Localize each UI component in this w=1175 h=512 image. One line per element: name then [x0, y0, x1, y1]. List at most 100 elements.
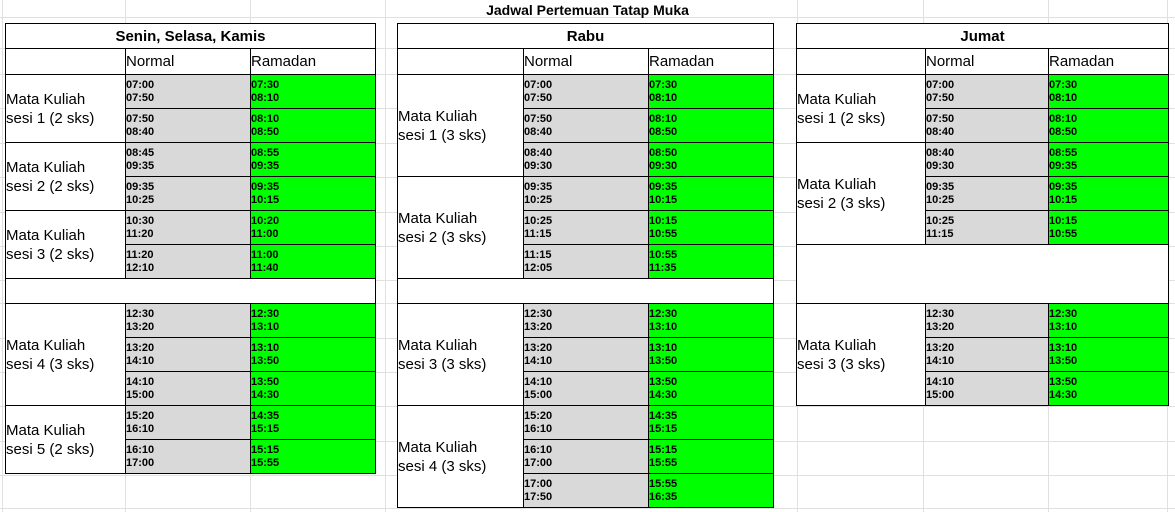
time-slot-row: 08:40 09:30 08:50 09:30 — [398, 142, 775, 177]
normal-time-cell: 12:30 13:20 — [523, 303, 649, 338]
time-slot-row: 16:10 17:00 15:15 15:55 — [6, 439, 376, 474]
time-slot-row: 07:50 08:40 08:10 08:50 — [398, 108, 775, 143]
ramadan-time-cell: 12:30 13:10 — [647, 303, 775, 338]
break-cell — [796, 244, 1169, 304]
time-slot-row: 13:20 14:10 13:10 13:50 — [797, 337, 1169, 372]
ramadan-time-cell: 15:55 16:35 — [647, 473, 775, 508]
session-label-cell: Mata Kuliah sesi 3 (2 sks) — [5, 210, 126, 279]
session-label-cell: Mata Kuliah sesi 1 (2 sks) — [5, 74, 126, 143]
corner-cell — [5, 48, 126, 75]
column-header-row: Normal Ramadan — [5, 48, 376, 75]
gridline-vertical — [2, 0, 3, 512]
normal-time-cell: 17:00 17:50 — [523, 473, 649, 508]
column-header-ramadan: Ramadan — [250, 48, 376, 75]
corner-cell — [796, 48, 926, 75]
session-label-cell: Mata Kuliah sesi 3 (3 sks) — [397, 303, 524, 406]
ramadan-time-cell: 12:30 13:10 — [250, 303, 376, 338]
normal-time-cell: 07:00 07:50 — [523, 74, 649, 109]
session-label-cell: Mata Kuliah sesi 2 (2 sks) — [5, 142, 126, 211]
schedule-table-senin-selasa-kamis: Senin, Selasa, Kamis Normal Ramadan Mata Ku… — [5, 23, 376, 474]
session-label-cell: Mata Kuliah sesi 1 (3 sks) — [397, 74, 524, 177]
session-label-cell: Mata Kuliah sesi 5 (2 sks) — [5, 405, 126, 474]
normal-time-cell: 14:10 15:00 — [925, 371, 1049, 406]
normal-time-cell: 13:20 14:10 — [523, 337, 649, 372]
ramadan-time-cell: 08:55 09:35 — [250, 142, 376, 177]
ramadan-time-cell: 13:10 13:50 — [647, 337, 775, 372]
ramadan-time-cell: 12:30 13:10 — [1048, 303, 1169, 338]
column-header-normal: Normal — [125, 48, 251, 75]
ramadan-time-cell: 09:35 10:15 — [250, 176, 376, 211]
normal-time-cell: 07:50 08:40 — [125, 108, 251, 143]
normal-time-cell: 07:50 08:40 — [523, 108, 649, 143]
session-label-cell: Mata Kuliah sesi 2 (3 sks) — [796, 142, 926, 245]
ramadan-time-cell: 08:10 08:50 — [250, 108, 376, 143]
ramadan-time-cell: 13:10 13:50 — [1048, 337, 1169, 372]
page-title: Jadwal Pertemuan Tatap Muka — [486, 2, 689, 18]
time-slot-row: Mata Kuliah sesi 1 (3 sks) 07:00 07:50 07:… — [397, 74, 775, 177]
ramadan-time-cell: 07:30 08:10 — [250, 74, 376, 109]
session-label-cell: Mata Kuliah sesi 2 (3 sks) — [397, 176, 524, 279]
day-header: Jumat — [796, 23, 1169, 49]
time-slot-row: 09:35 10:25 09:35 10:15 — [6, 176, 376, 211]
normal-time-cell: 08:40 09:30 — [523, 142, 649, 177]
normal-time-cell: 15:20 16:10 — [523, 405, 649, 440]
normal-time-cell: 08:45 09:35 — [125, 142, 251, 177]
normal-time-cell: 12:30 13:20 — [925, 303, 1049, 338]
time-slot-row: 07:50 08:40 08:10 08:50 — [797, 108, 1169, 143]
ramadan-time-cell: 14:35 15:15 — [250, 405, 376, 440]
normal-time-cell: 11:15 12:05 — [523, 244, 649, 279]
normal-time-cell: 15:20 16:10 — [125, 405, 251, 440]
schedule-table-jumat: Jumat Normal Ramadan Mata Kuliah sesi 1 (2 … — [796, 23, 1169, 406]
ramadan-time-cell: 14:35 15:15 — [647, 405, 775, 440]
session-label-cell: Mata Kuliah sesi 1 (2 sks) — [796, 74, 926, 143]
normal-time-cell: 10:25 11:15 — [925, 210, 1049, 245]
normal-time-cell: 09:35 10:25 — [125, 176, 251, 211]
ramadan-time-cell: 13:50 14:30 — [250, 371, 376, 406]
time-slot-row: 14:10 15:00 13:50 14:30 — [797, 371, 1169, 406]
time-slot-row: 07:50 08:40 08:10 08:50 — [6, 108, 376, 143]
time-slot-row: 16:10 17:00 15:15 15:55 — [398, 439, 775, 474]
time-slot-row: Mata Kuliah sesi 3 (3 sks) 12:30 13:20 12:… — [796, 303, 1169, 406]
ramadan-time-cell: 08:50 09:30 — [647, 142, 775, 177]
normal-time-cell: 10:30 11:20 — [125, 210, 251, 245]
ramadan-time-cell: 13:10 13:50 — [250, 337, 376, 372]
normal-time-cell: 08:40 09:30 — [925, 142, 1049, 177]
session-label-cell: Mata Kuliah sesi 4 (3 sks) — [397, 405, 524, 508]
time-slot-row: Mata Kuliah sesi 4 (3 sks) 15:20 16:10 14:… — [397, 405, 775, 508]
time-slot-row: 11:20 12:10 11:00 11:40 — [6, 244, 376, 279]
ramadan-time-cell: 15:15 15:55 — [250, 439, 376, 474]
ramadan-time-cell: 11:00 11:40 — [250, 244, 376, 279]
session-label-cell: Mata Kuliah sesi 4 (3 sks) — [5, 303, 126, 406]
break-cell — [396, 278, 775, 304]
ramadan-time-cell: 13:50 14:30 — [647, 371, 775, 406]
normal-time-cell: 14:10 15:00 — [125, 371, 251, 406]
time-slot-row: 10:25 11:15 10:15 10:55 — [797, 210, 1169, 245]
normal-time-cell: 14:10 15:00 — [523, 371, 649, 406]
break-row — [5, 278, 376, 304]
normal-time-cell: 16:10 17:00 — [125, 439, 251, 474]
ramadan-time-cell: 08:10 08:50 — [1048, 108, 1169, 143]
day-header-row: Jumat — [796, 23, 1169, 49]
day-header: Rabu — [396, 23, 775, 49]
normal-time-cell: 07:00 07:50 — [125, 74, 251, 109]
break-row — [796, 244, 1169, 304]
time-slot-row: Mata Kuliah sesi 2 (2 sks) 08:45 09:35 08:… — [5, 142, 376, 211]
normal-time-cell: 07:00 07:50 — [925, 74, 1049, 109]
time-slot-row: 09:35 10:25 09:35 10:15 — [797, 176, 1169, 211]
ramadan-time-cell: 08:55 09:35 — [1048, 142, 1169, 177]
time-slot-row: 11:15 12:05 10:55 11:35 — [398, 244, 775, 279]
break-cell — [5, 278, 376, 304]
column-header-ramadan: Ramadan — [1048, 48, 1169, 75]
ramadan-time-cell: 10:55 11:35 — [647, 244, 775, 279]
normal-time-cell: 07:50 08:40 — [925, 108, 1049, 143]
gridline-horizontal — [0, 508, 1175, 509]
column-header-normal: Normal — [925, 48, 1049, 75]
time-slot-row: 17:00 17:50 15:55 16:35 — [398, 473, 775, 508]
ramadan-time-cell: 08:10 08:50 — [647, 108, 775, 143]
gridline-horizontal — [0, 17, 1175, 18]
normal-time-cell: 11:20 12:10 — [125, 244, 251, 279]
ramadan-time-cell: 10:20 11:00 — [250, 210, 376, 245]
time-slot-row: Mata Kuliah sesi 4 (3 sks) 12:30 13:20 12:… — [5, 303, 376, 406]
ramadan-time-cell: 10:15 10:55 — [647, 210, 775, 245]
